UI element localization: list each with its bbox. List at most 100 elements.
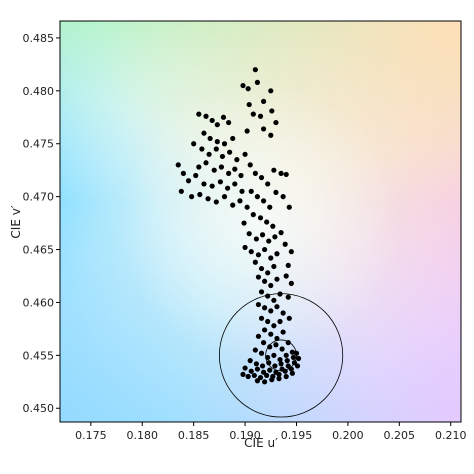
data-point — [244, 128, 250, 134]
data-point — [265, 181, 271, 187]
data-point — [283, 273, 289, 279]
data-point — [288, 366, 294, 372]
data-point — [252, 67, 258, 73]
data-point — [285, 294, 291, 300]
data-point — [271, 323, 277, 329]
data-point — [283, 171, 289, 178]
data-point — [239, 188, 245, 194]
data-point — [246, 231, 252, 237]
data-point — [259, 363, 266, 369]
data-point — [240, 371, 246, 377]
data-point — [255, 252, 262, 258]
data-point — [293, 350, 300, 356]
data-point — [268, 331, 274, 337]
data-point — [230, 202, 236, 208]
data-point — [218, 164, 225, 170]
data-point — [209, 183, 215, 189]
y-axis-ticks: 0.450 0.455 0.460 0.465 0.470 0.475 0.480 0.485 — [23, 32, 60, 415]
data-point — [272, 234, 278, 240]
x-tick-label: 0.180 — [127, 429, 159, 442]
data-point — [290, 354, 297, 361]
x-tick-label: 0.210 — [435, 429, 467, 442]
data-point — [254, 378, 261, 384]
data-point — [234, 157, 240, 163]
data-point — [288, 280, 294, 286]
data-point — [209, 117, 215, 124]
data-point — [247, 162, 253, 168]
data-point — [226, 119, 232, 126]
data-point — [274, 251, 280, 257]
data-point — [175, 162, 181, 168]
x-tick-label: 0.205 — [384, 429, 416, 442]
data-point — [274, 304, 280, 310]
y-tick-label: 0.475 — [23, 138, 55, 151]
data-point — [260, 198, 267, 204]
data-point — [295, 355, 302, 362]
data-point — [237, 198, 243, 204]
data-point — [226, 170, 232, 176]
data-point — [252, 259, 258, 265]
data-point — [254, 194, 261, 200]
data-point — [267, 344, 273, 350]
data-point — [277, 291, 283, 297]
data-point — [258, 265, 265, 272]
data-point — [203, 113, 209, 119]
data-point — [265, 318, 271, 325]
data-point — [268, 88, 274, 94]
data-point — [250, 111, 256, 117]
y-tick-label: 0.465 — [23, 244, 55, 257]
data-point — [196, 164, 202, 170]
data-point — [213, 199, 219, 205]
data-point — [283, 352, 289, 358]
data-point — [282, 368, 288, 374]
data-point — [253, 361, 259, 367]
data-point — [203, 160, 209, 166]
data-points — [175, 67, 302, 385]
data-point — [201, 181, 207, 187]
data-point — [224, 185, 231, 191]
data-point — [280, 329, 286, 335]
data-point — [191, 141, 197, 147]
data-point — [206, 151, 212, 157]
data-point — [278, 361, 284, 367]
data-point — [274, 276, 280, 282]
data-point — [278, 230, 284, 236]
data-point — [254, 366, 261, 372]
data-point — [267, 204, 273, 210]
data-point — [271, 263, 277, 270]
y-tick-label: 0.480 — [23, 85, 55, 98]
data-point — [232, 166, 238, 172]
data-point — [245, 373, 251, 380]
data-point — [241, 220, 247, 226]
data-point — [265, 293, 271, 299]
y-tick-label: 0.450 — [23, 402, 55, 415]
data-point — [248, 188, 254, 194]
y-tick-label: 0.455 — [23, 349, 55, 362]
data-point — [259, 232, 266, 238]
data-point — [265, 354, 271, 361]
data-point — [245, 86, 251, 92]
data-point — [269, 108, 275, 114]
data-point — [271, 352, 277, 358]
data-point — [277, 318, 283, 325]
data-point — [268, 255, 274, 261]
plot-frame — [59, 20, 462, 423]
data-point — [196, 111, 202, 117]
data-point — [257, 113, 264, 119]
data-point — [273, 189, 279, 196]
data-point — [248, 368, 254, 374]
data-point — [207, 135, 213, 142]
data-point — [255, 333, 262, 339]
data-point — [242, 365, 248, 371]
data-point — [247, 358, 253, 364]
data-point — [268, 132, 274, 138]
data-point — [282, 241, 288, 247]
data-point — [214, 122, 220, 128]
data-point — [240, 82, 246, 89]
y-tick-label: 0.470 — [23, 191, 55, 204]
y-tick-label: 0.485 — [23, 32, 55, 45]
data-point — [219, 153, 226, 160]
data-point — [254, 79, 261, 85]
data-point — [189, 194, 195, 200]
data-point — [185, 178, 192, 184]
